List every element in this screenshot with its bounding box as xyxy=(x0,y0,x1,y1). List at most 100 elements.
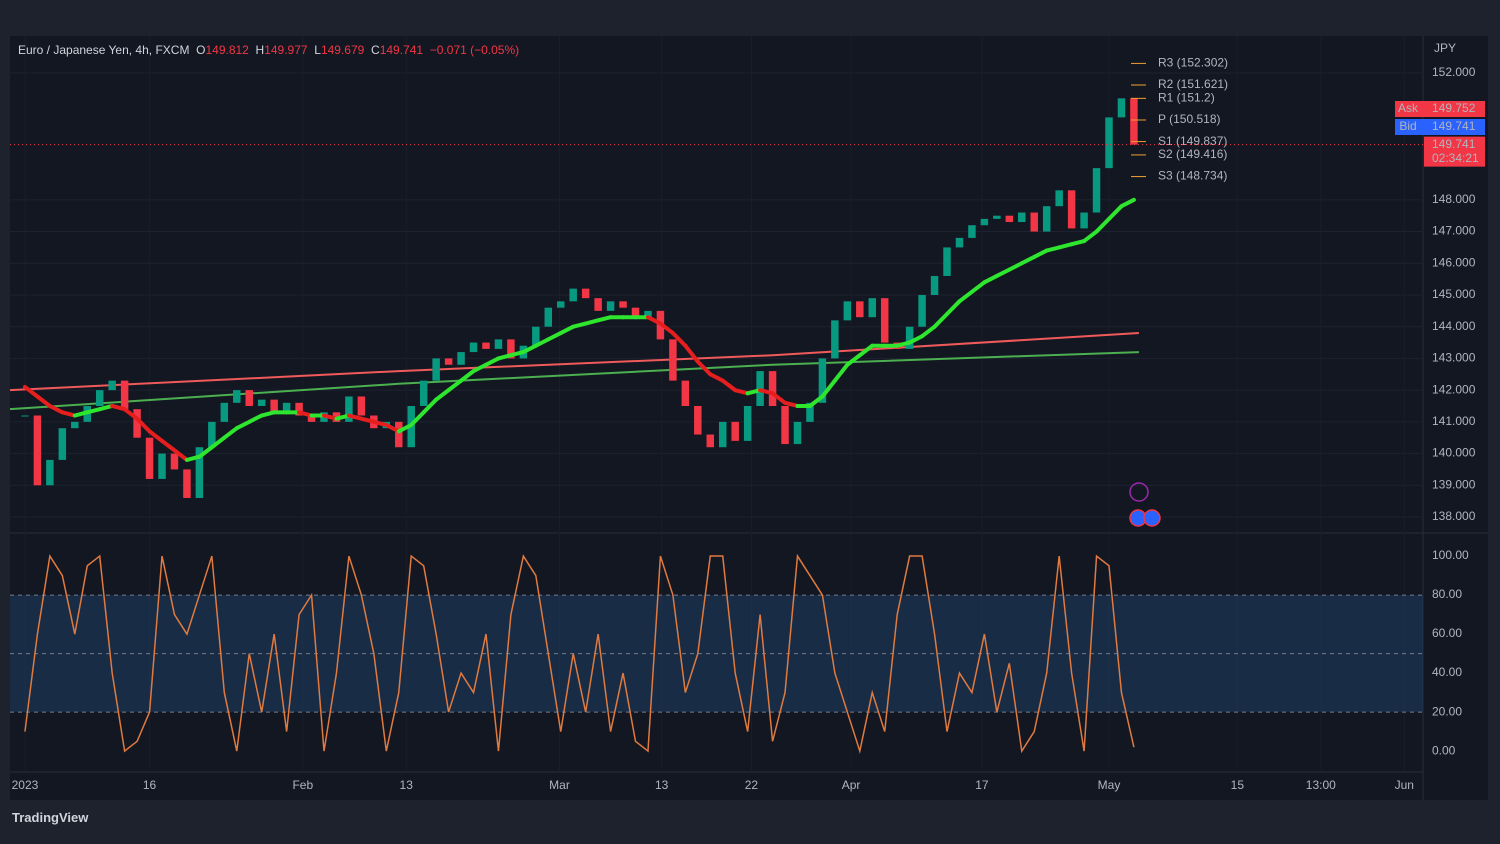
candle xyxy=(482,342,490,349)
x-tick-label: May xyxy=(1098,778,1121,792)
event-icon[interactable] xyxy=(1129,482,1149,502)
candle xyxy=(581,288,590,299)
candle xyxy=(133,409,141,438)
brand-logo[interactable]: TradingView xyxy=(12,810,89,825)
candle xyxy=(980,218,989,226)
moving-average-segment xyxy=(322,413,339,421)
moving-average-segment xyxy=(384,423,401,434)
long-moving-average xyxy=(9,351,1139,411)
moving-average-segment xyxy=(409,410,426,428)
candle xyxy=(419,380,428,406)
ohlc-value: 149.679 xyxy=(320,43,365,57)
candle xyxy=(58,428,67,460)
candle xyxy=(569,288,577,302)
last-price-value: 149.741 xyxy=(1432,137,1476,151)
moving-average-segment xyxy=(35,394,52,408)
y-tick-label: 147.000 xyxy=(1432,224,1476,238)
candle xyxy=(170,453,179,470)
moving-average-segment xyxy=(945,299,962,317)
y-tick-label: 144.000 xyxy=(1432,319,1476,333)
x-tick-label: 13 xyxy=(655,778,669,792)
moving-average-segment xyxy=(658,321,675,336)
candle xyxy=(905,326,914,349)
candle xyxy=(1005,215,1014,223)
candle xyxy=(145,437,154,479)
candle xyxy=(345,396,353,422)
candle xyxy=(257,399,266,406)
candle xyxy=(768,371,777,406)
ohlc-value: 149.741 xyxy=(379,43,424,57)
candle xyxy=(507,339,515,359)
candle xyxy=(33,415,42,486)
ohlc-key: O xyxy=(196,43,206,57)
moving-average-segment xyxy=(508,350,526,358)
candle xyxy=(494,339,503,349)
moving-average-segment xyxy=(907,334,925,345)
candle xyxy=(245,390,253,406)
candle xyxy=(793,421,802,445)
moving-average-segment xyxy=(820,378,837,399)
price-tag-value: 149.752 xyxy=(1432,101,1476,115)
y-tick-label: 152.000 xyxy=(1432,65,1476,79)
candle xyxy=(1067,190,1076,229)
event-icon[interactable] xyxy=(1143,509,1161,527)
candle xyxy=(208,421,216,448)
moving-average-segment xyxy=(969,280,987,294)
moving-average-segment xyxy=(708,372,725,383)
candle xyxy=(295,402,303,416)
candle xyxy=(781,405,789,445)
stoch-tick-label: 0.00 xyxy=(1432,743,1456,757)
moving-average-segment xyxy=(994,267,1012,278)
currency-label: JPY xyxy=(1434,41,1456,55)
candle xyxy=(856,301,864,318)
candle xyxy=(806,402,814,422)
moving-average-segment xyxy=(135,416,152,434)
candle xyxy=(95,390,104,406)
candle xyxy=(21,415,29,417)
candle xyxy=(544,307,553,327)
moving-average-segment xyxy=(1032,248,1049,259)
moving-average-segment xyxy=(521,343,538,355)
candle xyxy=(46,459,54,486)
candle xyxy=(631,307,640,318)
moving-average-segment xyxy=(957,289,974,304)
moving-average-segment xyxy=(184,454,202,462)
moving-average-segment xyxy=(982,273,999,285)
y-tick-label: 146.000 xyxy=(1432,255,1476,269)
moving-average-segment xyxy=(222,426,239,440)
stoch-tick-label: 60.00 xyxy=(1432,626,1462,640)
moving-average-segment xyxy=(596,315,613,323)
y-tick-label: 148.000 xyxy=(1432,192,1476,206)
moving-average-segment xyxy=(421,397,439,415)
moving-average-segment xyxy=(234,419,252,431)
candle xyxy=(183,469,191,498)
moving-average-segment xyxy=(434,388,451,402)
candle xyxy=(619,301,627,308)
candle xyxy=(818,358,827,403)
moving-average-segment xyxy=(85,407,102,415)
candle xyxy=(220,402,229,422)
moving-average-segment xyxy=(1057,242,1074,250)
moving-average-segment xyxy=(1019,254,1037,266)
candle xyxy=(444,358,453,365)
candle xyxy=(432,358,440,381)
moving-average-segment xyxy=(583,318,601,326)
moving-average-segment xyxy=(334,413,351,421)
pivot-label: P (150.518) xyxy=(1158,112,1221,126)
candle xyxy=(968,225,976,238)
pivot-label: S3 (148.734) xyxy=(1158,169,1227,183)
x-tick-label: 13:00 xyxy=(1306,778,1336,792)
moving-average-segment xyxy=(546,331,563,342)
symbol-title: Euro / Japanese Yen, 4h, FXCM xyxy=(18,43,190,57)
moving-average-segment xyxy=(920,324,937,339)
moving-average-segment xyxy=(197,445,214,459)
moving-average-segment xyxy=(783,400,800,408)
candle xyxy=(955,237,964,248)
candle xyxy=(681,380,690,406)
y-tick-label: 145.000 xyxy=(1432,287,1476,301)
moving-average-segment xyxy=(745,388,763,396)
candle xyxy=(457,352,465,365)
bar-countdown: 02:34:21 xyxy=(1432,151,1479,165)
ohlc-key: C xyxy=(371,43,380,57)
candle xyxy=(669,339,677,381)
